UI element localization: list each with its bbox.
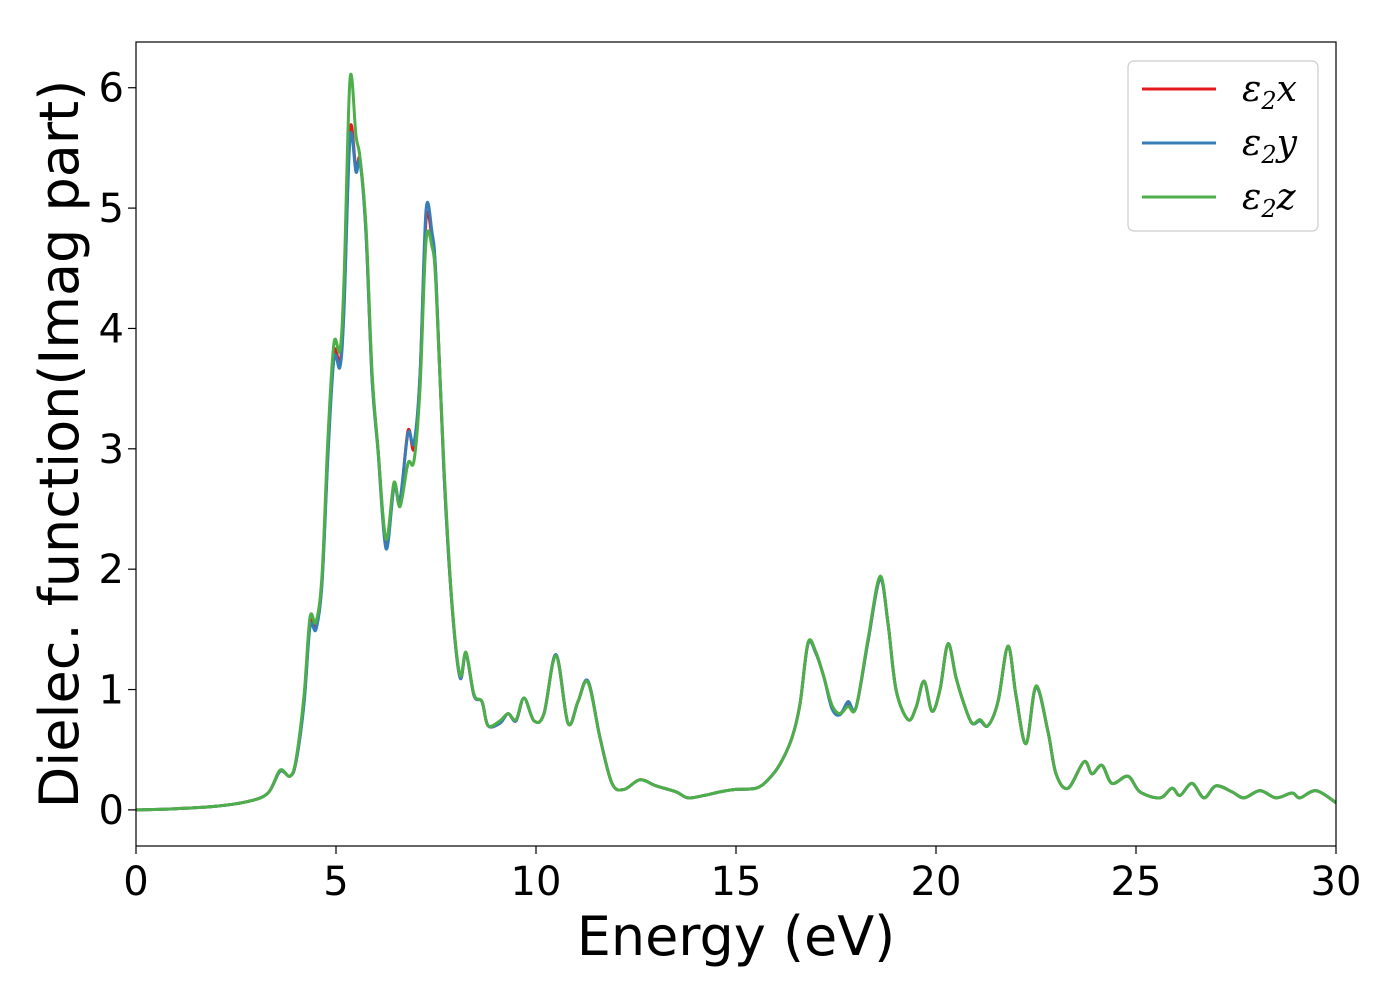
x-axis-ticks: 0 5 10 15 20 25 30 — [123, 846, 1361, 905]
x-tick-label: 30 — [1311, 859, 1362, 905]
x-tick-label: 0 — [123, 859, 148, 905]
y-tick-label: 2 — [99, 547, 124, 593]
y-tick-label: 3 — [99, 427, 124, 473]
x-tick-label: 25 — [1111, 859, 1162, 905]
x-tick-label: 5 — [323, 859, 348, 905]
x-tick-label: 15 — [711, 859, 762, 905]
y-tick-label: 1 — [99, 668, 124, 714]
x-axis-label: Energy (eV) — [577, 905, 896, 968]
legend: ε2x ε2y ε2z — [1127, 60, 1319, 232]
y-tick-label: 6 — [99, 66, 124, 112]
legend-box — [1127, 60, 1319, 232]
y-axis-label: Dielec. function(Imag part) — [28, 80, 91, 809]
legend-label-y: ε2y — [1242, 123, 1298, 169]
y-axis-ticks: 0 1 2 3 4 5 6 — [99, 66, 136, 834]
x-tick-label: 10 — [511, 859, 562, 905]
y-tick-label: 4 — [99, 306, 124, 352]
y-tick-label: 0 — [99, 788, 124, 834]
legend-label-x: ε2x — [1242, 69, 1297, 115]
x-tick-label: 20 — [911, 859, 962, 905]
y-tick-label: 5 — [99, 186, 124, 232]
series-line-z — [136, 72, 1336, 812]
legend-label-z: ε2z — [1242, 177, 1297, 223]
series-layer — [136, 72, 1336, 812]
